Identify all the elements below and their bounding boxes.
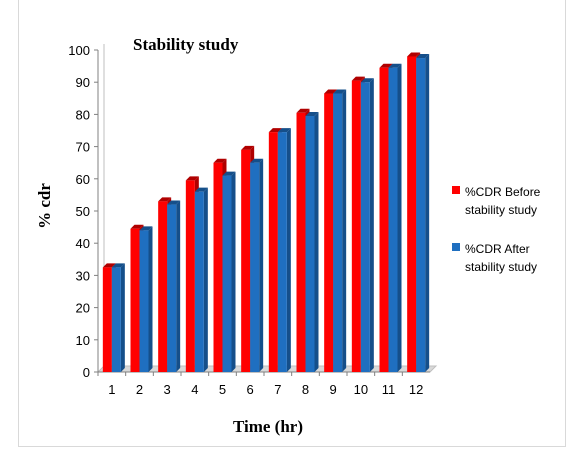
legend-label-after-line2: stability study — [465, 260, 537, 274]
bar-after — [111, 267, 121, 372]
bar-top — [268, 128, 282, 133]
y-tick-label: 50 — [76, 204, 90, 219]
bar-top — [324, 89, 338, 94]
bar-top — [277, 128, 291, 133]
bar-after — [250, 162, 260, 372]
x-tick-label: 11 — [382, 382, 396, 397]
bar-before — [296, 112, 306, 372]
y-tick-label: 0 — [83, 365, 90, 380]
bar-side — [425, 54, 430, 373]
bar-top — [213, 158, 227, 163]
x-tick-label: 9 — [330, 382, 337, 397]
bar-top — [379, 63, 393, 68]
bar-before — [213, 162, 223, 372]
bar-side — [314, 112, 319, 372]
bar-side — [286, 128, 291, 372]
bar-before — [407, 56, 417, 372]
bar-after — [416, 58, 426, 373]
bar-after — [277, 132, 287, 372]
bar-side — [176, 200, 181, 372]
bar-top — [407, 52, 421, 57]
bar-top — [111, 263, 125, 268]
bar-top — [416, 54, 430, 59]
bar-before — [241, 149, 251, 372]
bar-side — [259, 158, 264, 372]
y-tick-label: 60 — [76, 172, 90, 187]
bar-after — [360, 82, 370, 372]
bar-before — [158, 201, 168, 372]
bar-top — [185, 176, 199, 181]
x-tick-label: 6 — [247, 382, 254, 397]
bar-after — [388, 67, 398, 373]
bar-after — [222, 175, 232, 372]
legend-swatch-before — [452, 186, 460, 194]
bar-top — [305, 112, 319, 117]
bar-before — [324, 93, 334, 372]
chart-title: Stability study — [133, 35, 239, 54]
x-tick-label: 10 — [354, 382, 368, 397]
bar-before — [379, 67, 389, 373]
legend-label-before-line1: %CDR Before — [465, 185, 541, 199]
legend-label-after-line1: %CDR After — [465, 242, 530, 256]
y-tick-label: 90 — [76, 75, 90, 90]
bar-top — [241, 145, 255, 150]
bar-top — [130, 224, 144, 229]
axes — [94, 44, 438, 376]
y-tick-label: 10 — [76, 333, 90, 348]
bar-after — [139, 230, 149, 372]
bar-before — [268, 132, 278, 372]
bar-top — [351, 76, 365, 81]
bar-top — [102, 263, 116, 268]
legend: %CDR Before stability study %CDR After s… — [452, 185, 541, 274]
bar-side — [342, 89, 347, 372]
x-tick-label: 4 — [191, 382, 198, 397]
bar-side — [120, 263, 125, 372]
y-tick-label: 20 — [76, 301, 90, 316]
bar-top — [250, 158, 264, 163]
bar-top — [333, 89, 347, 94]
y-axis-title: % cdr — [35, 183, 54, 229]
y-tick-label: 100 — [68, 43, 90, 58]
bar-top — [360, 78, 374, 83]
x-tick-label: 12 — [409, 382, 423, 397]
bar-top — [139, 226, 153, 231]
x-axis-title: Time (hr) — [233, 417, 303, 436]
y-tick-label: 80 — [76, 107, 90, 122]
bar-top — [388, 63, 402, 68]
bar-top — [222, 171, 236, 176]
bar-after — [167, 204, 177, 372]
x-tick-label: 2 — [136, 382, 143, 397]
y-tick-label: 30 — [76, 268, 90, 283]
bar-top — [296, 108, 310, 113]
legend-label-before-line2: stability study — [465, 203, 537, 217]
bar-before — [351, 80, 361, 372]
bar-before — [130, 228, 140, 372]
bar-side — [148, 226, 153, 372]
x-tick-label: 8 — [302, 382, 309, 397]
y-tick-label: 70 — [76, 140, 90, 155]
bar-before — [102, 267, 112, 372]
bar-side — [231, 171, 236, 372]
bar-top — [194, 187, 208, 192]
bar-side — [203, 187, 208, 372]
bar-after — [305, 116, 315, 372]
bar-after — [333, 93, 343, 372]
bar-top — [167, 200, 181, 205]
bar-side — [369, 78, 374, 372]
legend-swatch-after — [452, 243, 460, 251]
bars — [102, 52, 430, 373]
bar-before — [185, 180, 195, 372]
y-tick-label: 40 — [76, 236, 90, 251]
x-tick-label: 1 — [108, 382, 115, 397]
bar-side — [397, 63, 402, 373]
x-tick-label: 5 — [219, 382, 226, 397]
x-tick-label: 7 — [274, 382, 281, 397]
bar-after — [194, 191, 204, 372]
bar-top — [158, 197, 172, 202]
x-tick-label: 3 — [164, 382, 171, 397]
